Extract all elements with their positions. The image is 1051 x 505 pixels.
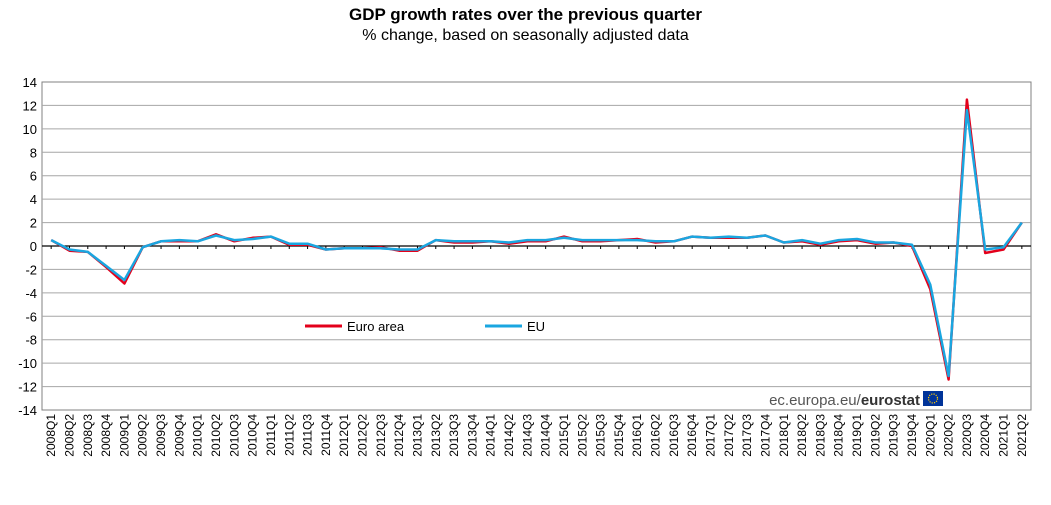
y-tick-label: -4 <box>25 286 37 301</box>
x-tick-label: 2016Q1 <box>630 414 644 457</box>
eu-flag-icon <box>923 391 943 406</box>
x-tick-label: 2018Q4 <box>832 414 846 457</box>
x-tick-label: 2013Q4 <box>465 414 479 457</box>
x-tick-label: 2008Q1 <box>44 414 58 457</box>
y-tick-label: -2 <box>25 262 37 277</box>
x-tick-label: 2018Q3 <box>813 414 827 457</box>
y-tick-label: -8 <box>25 333 37 348</box>
legend-label: EU <box>527 319 545 334</box>
y-tick-label: -14 <box>18 403 37 418</box>
y-tick-label: 14 <box>23 75 37 90</box>
series-lines <box>50 98 1023 381</box>
x-tick-label: 2015Q2 <box>575 414 589 457</box>
x-tick-label: 2008Q2 <box>62 414 76 457</box>
x-tick-label: 2015Q3 <box>594 414 608 457</box>
gridlines <box>42 104 1031 388</box>
x-tick-label: 2014Q2 <box>502 414 516 457</box>
x-tick-label: 2013Q1 <box>410 414 424 457</box>
x-tick-label: 2011Q4 <box>319 414 333 456</box>
x-tick-label: 2014Q3 <box>520 414 534 457</box>
series-line-eu <box>50 108 1023 378</box>
x-tick-label: 2019Q3 <box>887 414 901 457</box>
eu-flag-stars-icon <box>927 393 939 404</box>
x-tick-label: 2020Q2 <box>942 414 956 457</box>
x-tick-label: 2013Q3 <box>447 414 461 457</box>
x-tick-label: 2009Q4 <box>172 414 186 457</box>
x-tick-label: 2012Q2 <box>356 414 370 457</box>
x-tick-label: 2019Q4 <box>905 414 919 457</box>
x-tick-label: 2018Q1 <box>777 414 791 457</box>
chart-title: GDP growth rates over the previous quart… <box>349 5 702 24</box>
x-tick-label: 2017Q3 <box>740 414 754 457</box>
y-tick-label: -10 <box>18 356 37 371</box>
x-tick-label: 2016Q3 <box>667 414 681 457</box>
watermark: ec.europa.eu/eurostat <box>769 391 943 409</box>
x-tick-label: 2009Q3 <box>154 414 168 457</box>
x-tick-label: 2014Q4 <box>539 414 553 457</box>
y-tick-label: 6 <box>30 169 37 184</box>
x-tick-label: 2018Q2 <box>795 414 809 457</box>
x-tick-label: 2017Q4 <box>758 414 772 457</box>
x-tick-label: 2019Q2 <box>868 414 882 457</box>
y-tick-label: 8 <box>30 145 37 160</box>
y-tick-label: 0 <box>30 239 37 254</box>
x-tick-label: 2014Q1 <box>484 414 498 457</box>
x-tick-label: 2010Q1 <box>191 414 205 457</box>
x-tick-label: 2010Q2 <box>209 414 223 457</box>
x-tick-label: 2009Q2 <box>136 414 150 457</box>
watermark-prefix: ec.europa.eu/ <box>769 392 862 409</box>
x-tick-label: 2017Q2 <box>722 414 736 457</box>
x-tick-label: 2012Q4 <box>392 414 406 457</box>
x-tick-label: 2012Q3 <box>374 414 388 457</box>
x-tick-label: 2012Q1 <box>337 414 351 457</box>
x-tick-label: 2020Q3 <box>960 414 974 457</box>
y-tick-label: 12 <box>23 98 37 113</box>
watermark-text: ec.europa.eu/eurostat <box>769 392 920 409</box>
x-tick-label: 2010Q4 <box>246 414 260 457</box>
y-tick-label: -6 <box>25 309 37 324</box>
x-tick-label: 2015Q4 <box>612 414 626 457</box>
x-tick-label: 2017Q1 <box>703 414 717 457</box>
x-tick-label: 2021Q1 <box>997 414 1011 457</box>
y-tick-label: -12 <box>18 380 37 395</box>
x-tick-label: 2011Q1 <box>264 414 278 456</box>
x-axis: 2008Q1 2008Q2 2008Q3 2008Q4 2009Q1 2009Q2 2009… <box>44 246 1029 457</box>
x-tick-label: 2011Q2 <box>282 414 296 456</box>
x-tick-label: 2008Q4 <box>99 414 113 457</box>
x-tick-label: 2013Q2 <box>429 414 443 457</box>
y-axis: 14 12 10 8 6 4 2 0 -2 -4 -6 -8 -10 -12 -14 <box>18 75 37 418</box>
x-tick-label: 2009Q1 <box>117 414 131 457</box>
y-tick-label: 4 <box>30 192 37 207</box>
x-tick-label: 2021Q2 <box>1015 414 1029 457</box>
y-tick-label: 2 <box>30 216 37 231</box>
watermark-brand: eurostat <box>861 392 920 409</box>
chart-subtitle: % change, based on seasonally adjusted d… <box>362 27 689 44</box>
x-tick-label: 2016Q2 <box>649 414 663 457</box>
x-tick-label: 2010Q3 <box>227 414 241 457</box>
x-tick-label: 2011Q3 <box>301 414 315 456</box>
x-tick-label: 2008Q3 <box>81 414 95 457</box>
y-tick-label: 10 <box>23 122 37 137</box>
legend: Euro area EU <box>305 319 545 334</box>
x-tick-label: 2015Q1 <box>557 414 571 457</box>
legend-label: Euro area <box>347 319 405 334</box>
x-tick-label: 2020Q1 <box>923 414 937 457</box>
x-tick-label: 2019Q1 <box>850 414 864 457</box>
x-tick-label: 2020Q4 <box>978 414 992 457</box>
x-tick-label: 2016Q4 <box>685 414 699 457</box>
